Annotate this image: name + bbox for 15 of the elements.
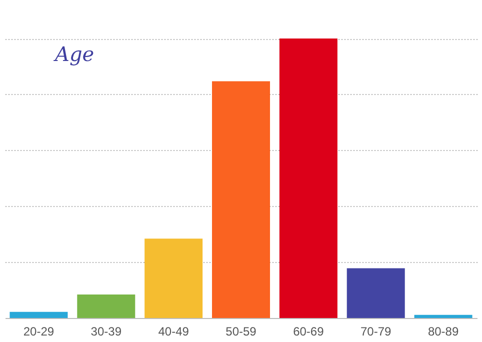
x-tick-label: 80-89: [428, 324, 459, 338]
x-tick-label: 60-69: [293, 324, 324, 338]
x-tick-label: 70-79: [360, 324, 392, 338]
x-tick-label: 30-39: [90, 324, 122, 338]
bar: [414, 314, 472, 318]
bar: [346, 268, 405, 318]
bar: [144, 238, 203, 318]
bar: [77, 294, 136, 318]
x-tick-label: 40-49: [158, 324, 190, 338]
bar: [279, 38, 338, 318]
bar: [212, 81, 270, 318]
x-tick-label: 20-29: [23, 324, 54, 338]
chart-title: Age: [53, 42, 94, 66]
x-tick-label: 50-59: [226, 324, 257, 338]
bar: [10, 312, 68, 318]
